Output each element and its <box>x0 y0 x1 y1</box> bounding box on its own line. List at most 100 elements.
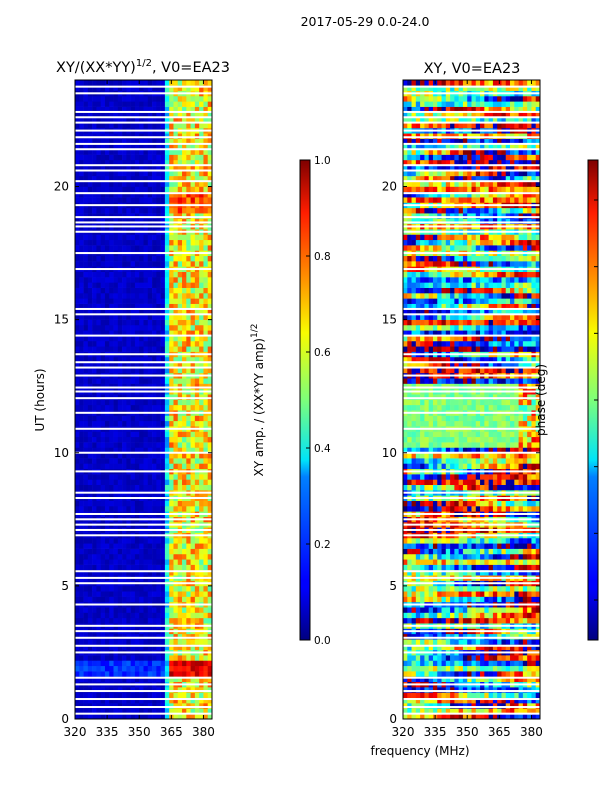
amplitude-cell <box>182 617 187 624</box>
phase-cell <box>445 644 451 651</box>
phase-cell <box>420 617 425 624</box>
amplitude-cell <box>182 308 187 315</box>
amplitude-cell <box>104 665 110 672</box>
phase-cell <box>484 617 489 624</box>
amplitude-cell <box>207 420 213 427</box>
amplitude-cell <box>96 617 101 624</box>
phase-cell <box>411 633 417 640</box>
amplitude-cell <box>194 277 200 283</box>
amplitude-cell <box>207 80 213 86</box>
amplitude-ytick-label: 20 <box>54 180 69 194</box>
amplitude-cell <box>130 596 136 603</box>
amplitude-cell <box>87 362 93 368</box>
amplitude-cell <box>96 607 101 613</box>
amplitude-cell <box>139 133 144 139</box>
amplitude-cell <box>143 282 149 288</box>
amplitude-cell <box>117 117 123 123</box>
amplitude-cell <box>92 447 97 454</box>
amplitude-cell <box>75 303 80 310</box>
phase-cell <box>475 644 481 651</box>
phase-cell <box>531 639 537 645</box>
amplitude-cell <box>207 671 213 677</box>
amplitude-cell <box>100 191 106 198</box>
amplitude-cell <box>113 660 119 667</box>
amplitude-cell <box>139 346 144 352</box>
amplitude-cell <box>160 548 166 555</box>
phase-cell <box>535 671 541 677</box>
amplitude-cell <box>173 404 179 411</box>
amplitude-cell <box>139 479 144 486</box>
amplitude-cell <box>147 378 153 384</box>
amplitude-cell <box>87 399 93 406</box>
amplitude-cell <box>143 559 149 565</box>
amplitude-flagged-row <box>75 216 212 219</box>
amplitude-cell <box>203 655 209 661</box>
amplitude-cell <box>207 394 213 400</box>
amplitude-cell <box>113 85 119 91</box>
amplitude-flagged-row <box>75 644 212 647</box>
amplitude-cell <box>164 298 170 304</box>
amplitude-cell <box>87 293 93 299</box>
amplitude-cell <box>203 234 209 241</box>
phase-cell <box>535 564 541 571</box>
amplitude-cell <box>164 170 170 177</box>
amplitude-cell <box>186 133 191 139</box>
phase-cell <box>424 596 429 603</box>
amplitude-cell <box>173 181 179 187</box>
phase-cell <box>411 676 417 683</box>
amplitude-cell <box>143 117 149 123</box>
phase-cell <box>441 644 447 651</box>
phase-cell <box>462 692 468 699</box>
amplitude-cell <box>169 506 174 512</box>
amplitude-cell <box>134 442 140 448</box>
phase-cell <box>445 548 451 555</box>
amplitude-cell <box>169 143 174 150</box>
amplitude-cell <box>79 367 84 374</box>
amplitude-cell <box>104 633 110 640</box>
amplitude-cell <box>160 314 166 320</box>
amplitude-cell <box>143 692 149 699</box>
amplitude-cell <box>92 639 97 645</box>
phase-cell <box>432 660 438 667</box>
phase-cell <box>467 671 472 677</box>
amplitude-cell <box>156 106 161 113</box>
amplitude-cell <box>134 255 140 262</box>
amplitude-cell <box>169 639 174 645</box>
phase-cell <box>458 655 464 661</box>
amplitude-cell <box>160 644 166 651</box>
amplitude-cell <box>104 330 110 336</box>
amplitude-cell <box>75 154 80 161</box>
amplitude-cell <box>207 165 213 171</box>
amplitude-cell <box>96 271 101 278</box>
amplitude-cell <box>207 261 213 267</box>
amplitude-cell <box>83 442 89 448</box>
phase-cell <box>441 671 447 677</box>
phase-cell <box>454 607 459 613</box>
phase-cell <box>454 660 459 667</box>
amplitude-cell <box>87 277 93 283</box>
amplitude-cell <box>194 207 200 214</box>
amplitude-cell <box>92 687 97 693</box>
amplitude-cell <box>139 548 144 555</box>
amplitude-cell <box>199 447 204 454</box>
amplitude-cell <box>126 80 131 86</box>
amplitude-cell <box>126 378 131 384</box>
amplitude-cell <box>147 436 153 443</box>
amplitude-cell <box>156 122 161 129</box>
phase-cell <box>501 633 507 640</box>
amplitude-cell <box>199 319 204 326</box>
amplitude-cell <box>139 713 144 720</box>
amplitude-cell <box>194 697 200 704</box>
amplitude-cell <box>152 404 157 411</box>
amplitude-cell <box>186 319 191 326</box>
amplitude-xtick-label: 380 <box>192 725 215 739</box>
amplitude-cell <box>143 356 149 363</box>
amplitude-cell <box>134 218 140 225</box>
amplitude-cell <box>194 218 200 225</box>
amplitude-cell <box>177 303 183 310</box>
amplitude-cell <box>143 660 149 667</box>
amplitude-cell <box>182 585 187 592</box>
amplitude-cell <box>104 564 110 571</box>
amplitude-flagged-row <box>75 397 212 400</box>
amplitude-cell <box>173 569 179 576</box>
